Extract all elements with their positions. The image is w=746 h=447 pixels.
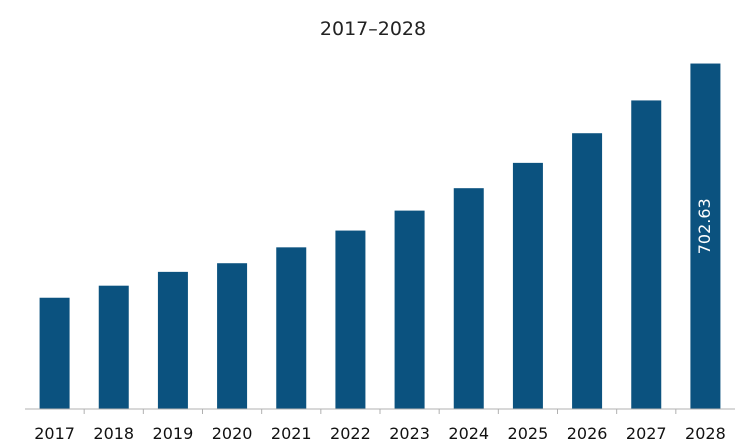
bar-2021	[276, 247, 307, 409]
x-tick-label-2021: 2021	[271, 424, 312, 443]
x-tick-label-2018: 2018	[93, 424, 134, 443]
bar-2028	[690, 63, 721, 409]
x-tick-label-2022: 2022	[330, 424, 371, 443]
bar-2027	[631, 100, 662, 410]
x-tick-label-2023: 2023	[389, 424, 430, 443]
bar-2025	[512, 162, 543, 409]
chart-title: 2017–2028	[319, 18, 427, 40]
bar-2017	[39, 297, 70, 409]
x-tick-label-2027: 2027	[626, 424, 667, 443]
x-tick-label-2026: 2026	[567, 424, 608, 443]
x-tick-label-2024: 2024	[448, 424, 489, 443]
bar-2019	[157, 271, 188, 409]
x-tick-label-2019: 2019	[153, 424, 194, 443]
bar-2022	[335, 230, 366, 409]
bar-2020	[217, 263, 248, 409]
x-tick-label-2017: 2017	[34, 424, 75, 443]
x-tick-label-2020: 2020	[212, 424, 253, 443]
bar-2018	[98, 285, 129, 409]
x-tick-label-2028: 2028	[685, 424, 726, 443]
bar-2026	[572, 133, 603, 409]
bar-2024	[453, 188, 484, 409]
x-tick-labels: 2017 2018 2019 2020 2021 2022 2023 2024 2025 2026…	[34, 409, 726, 443]
bars-layer	[39, 63, 721, 410]
data-label-2028: 702.63	[695, 198, 714, 254]
bar-2023	[394, 210, 425, 409]
data-labels: 702.63	[695, 198, 714, 254]
x-tick-label-2025: 2025	[508, 424, 549, 443]
